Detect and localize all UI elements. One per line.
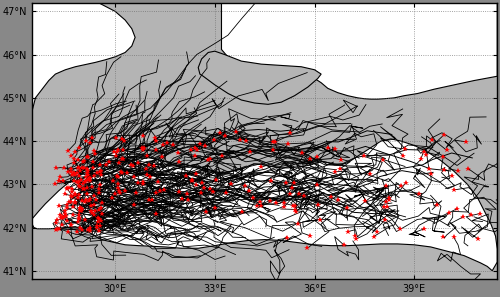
Polygon shape	[222, 3, 497, 99]
Polygon shape	[32, 3, 135, 141]
Polygon shape	[198, 51, 321, 104]
Polygon shape	[32, 139, 497, 271]
